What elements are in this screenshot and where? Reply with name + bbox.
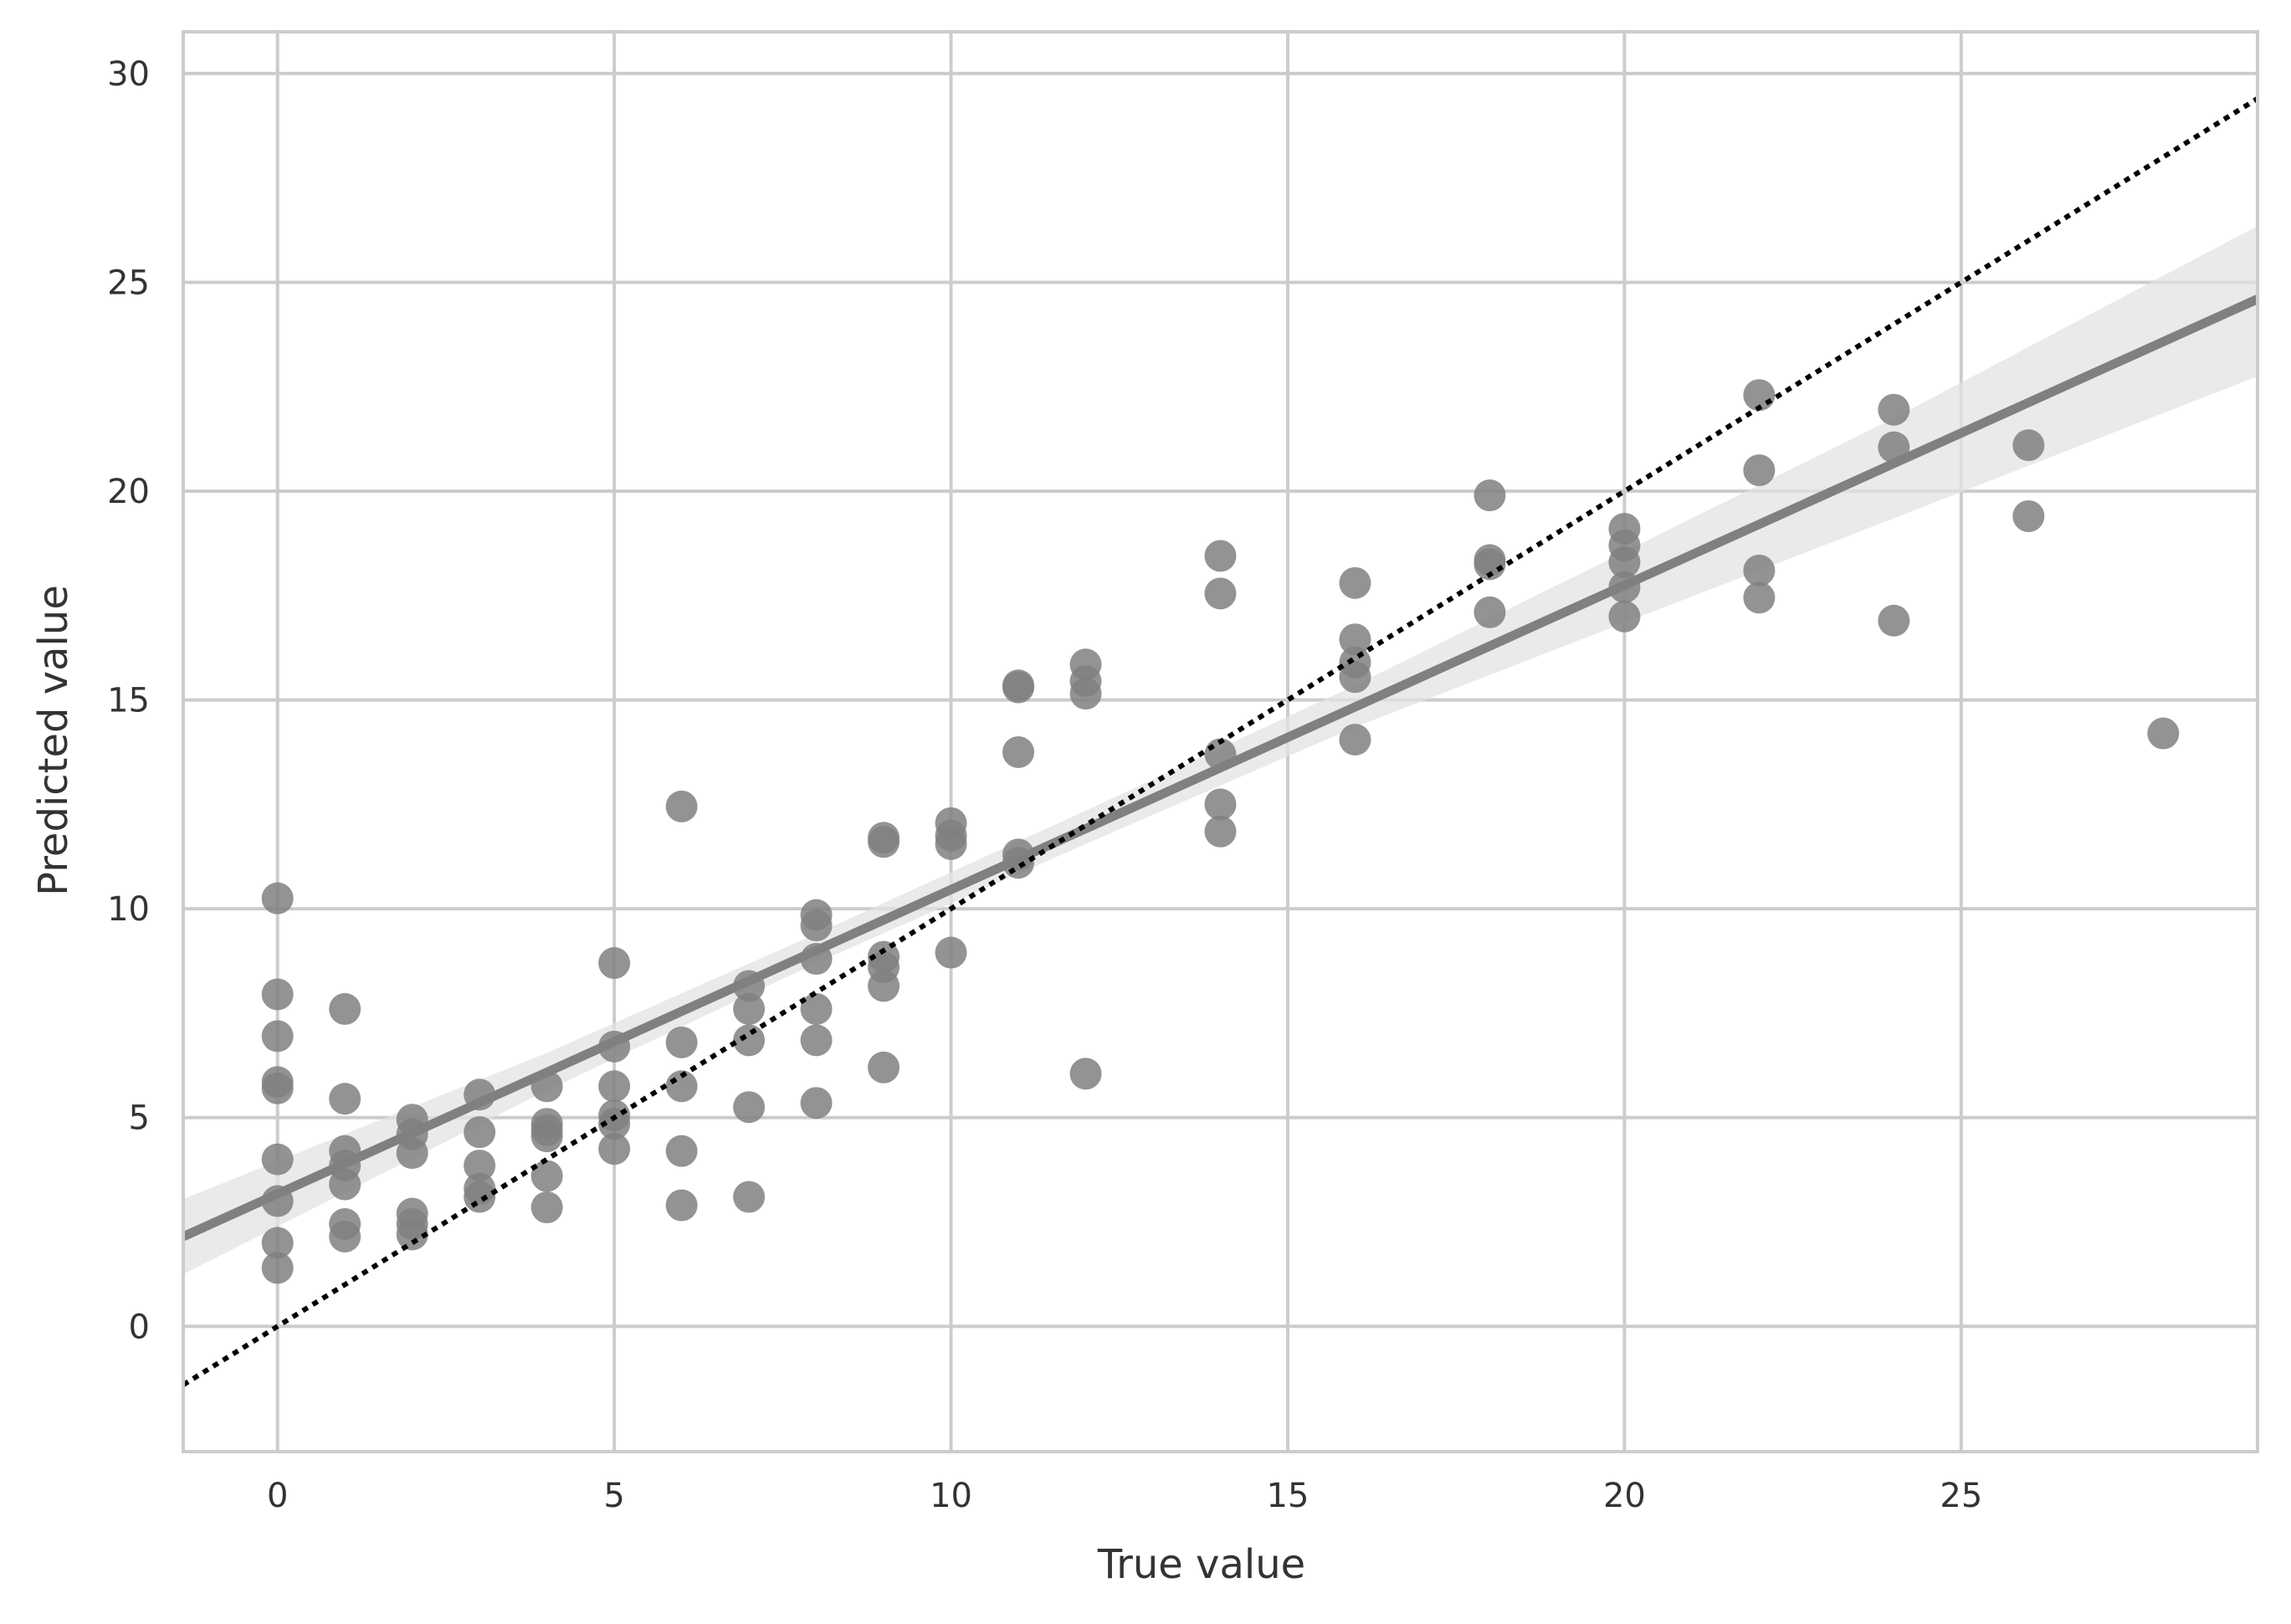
data-point [261,1252,294,1284]
plot-frame [182,30,2259,1453]
data-point [598,947,631,980]
data-point [261,882,294,914]
data-point [868,970,900,1002]
x-tick-label: 15 [1267,1477,1310,1515]
data-point [464,1116,496,1149]
data-point [733,992,766,1025]
data-point [2147,717,2180,750]
data-point [800,992,833,1025]
y-tick-label: 10 [107,890,150,929]
data-point [329,1220,361,1253]
data-point [935,936,967,969]
data-point [598,1108,631,1140]
y-axis-label: Predicted value [30,585,77,896]
data-point [1204,540,1237,572]
x-axis-label: True value [1097,1541,1305,1588]
x-tick-label: 10 [930,1477,972,1515]
data-point [329,992,361,1025]
data-point [464,1150,496,1182]
x-tick-label: 0 [267,1477,288,1515]
y-tick-label: 25 [107,264,150,302]
data-point [1743,554,1776,587]
data-point [598,1070,631,1103]
data-point [1339,724,1371,756]
data-point [1339,623,1371,656]
y-tick-label: 0 [129,1308,150,1346]
data-point [1002,735,1035,768]
data-point [1002,671,1035,704]
data-point [329,1083,361,1115]
data-point [1069,1058,1102,1090]
data-point [1474,548,1506,581]
data-point [1608,600,1641,633]
data-point [2012,499,2045,532]
data-point [733,1091,766,1124]
data-point [1743,454,1776,487]
data-point [868,1051,900,1084]
axes-frame [182,30,2259,1453]
data-point [396,1218,428,1251]
y-tick-label: 5 [129,1099,150,1138]
data-point [261,1020,294,1053]
data-point [665,1189,698,1222]
data-point [868,826,900,858]
regression-line [181,295,2260,1241]
data-point [1339,566,1371,599]
data-point [598,1133,631,1165]
data-point [530,1191,563,1224]
data-point [530,1120,563,1153]
data-point [1743,581,1776,614]
regression-line-path [181,295,2260,1241]
data-point [530,1160,563,1192]
y-tick-label: 15 [107,682,150,720]
data-point [2012,429,2045,462]
data-point [935,827,967,860]
data-point [1608,546,1641,578]
data-point [1204,788,1237,821]
data-point [800,1087,833,1119]
x-tick-label: 25 [1940,1477,1982,1515]
data-point [733,1181,766,1213]
data-point [800,1024,833,1057]
data-point [1474,596,1506,628]
x-tick-label: 20 [1603,1477,1646,1515]
data-point [261,1227,294,1259]
data-point [665,1135,698,1167]
data-point [1878,604,1910,637]
data-point [464,1181,496,1213]
data-point [329,1168,361,1201]
data-point [1069,678,1102,710]
data-point [665,790,698,822]
data-point [1474,479,1506,512]
y-tick-labels: 0 5 10 15 20 25 30 [107,55,150,1346]
y-tick-label: 30 [107,55,150,94]
data-point [800,909,833,942]
x-tick-label: 5 [603,1477,624,1515]
data-point [261,1143,294,1176]
data-point [396,1137,428,1170]
x-tick-labels: 0 5 10 15 20 25 [267,1477,1982,1515]
data-point [733,1024,766,1057]
data-point [1339,661,1371,694]
data-point [1204,577,1237,610]
identity-line [182,96,2259,1387]
identity-line-path [182,96,2259,1387]
data-points [261,379,2180,1284]
data-point [1204,815,1237,848]
data-point [1878,393,1910,426]
data-point [261,1072,294,1104]
data-point [261,978,294,1011]
data-point [665,1026,698,1058]
y-tick-label: 20 [107,473,150,511]
